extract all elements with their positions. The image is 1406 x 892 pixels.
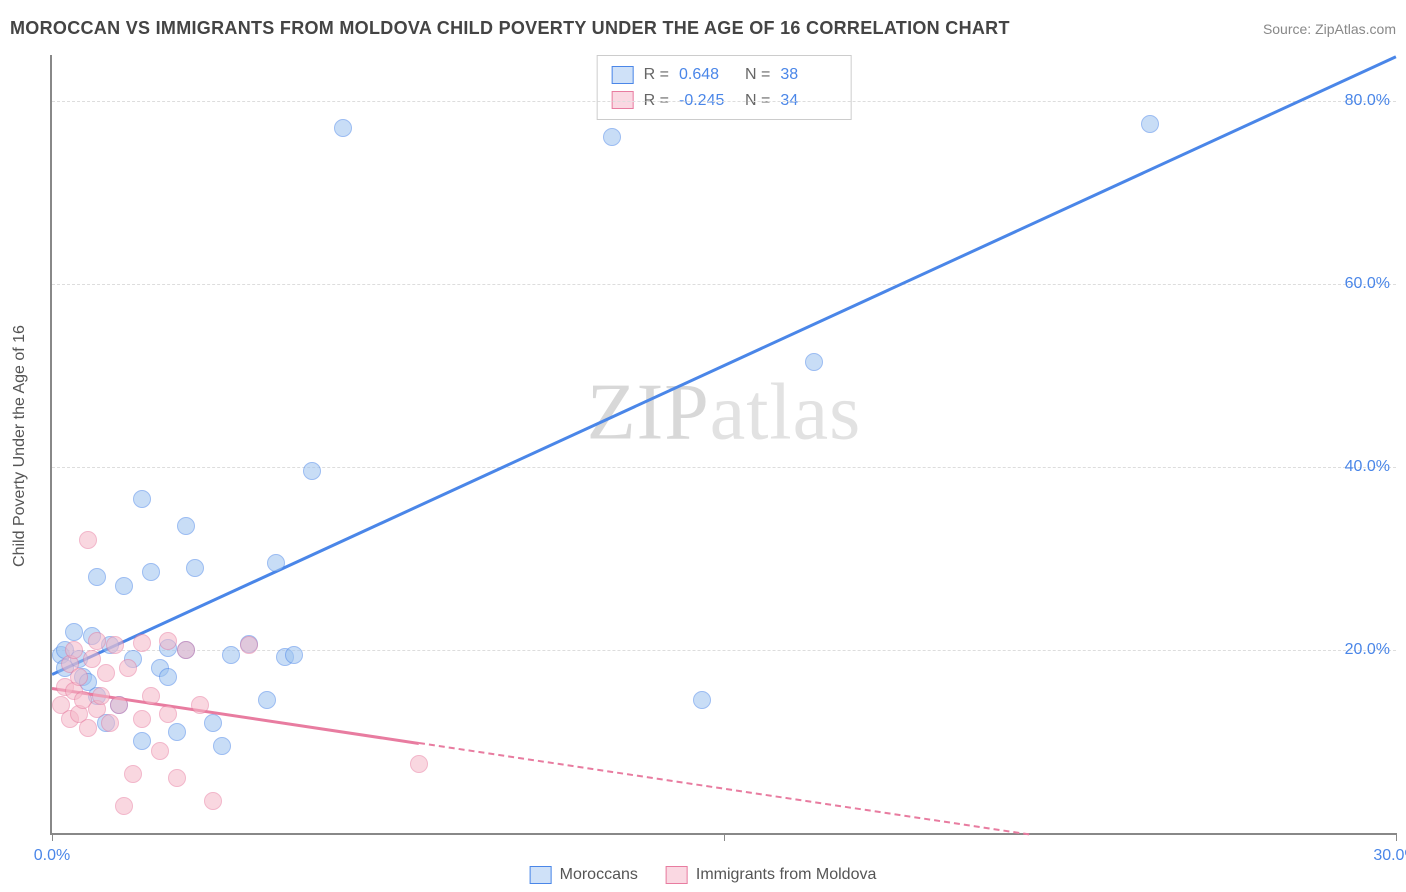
data-point — [159, 668, 177, 686]
data-point — [119, 659, 137, 677]
data-point — [151, 742, 169, 760]
x-tick-label: 0.0% — [34, 847, 70, 865]
legend: Moroccans Immigrants from Moldova — [522, 864, 885, 886]
data-point — [258, 691, 276, 709]
data-point — [124, 765, 142, 783]
data-point — [133, 710, 151, 728]
y-tick-label: 60.0% — [1345, 275, 1390, 293]
data-point — [92, 687, 110, 705]
data-point — [191, 696, 209, 714]
data-point — [106, 636, 124, 654]
data-point — [222, 646, 240, 664]
data-point — [334, 119, 352, 137]
gridline — [52, 467, 1396, 468]
data-point — [204, 714, 222, 732]
data-point — [693, 691, 711, 709]
x-tick-label: 30.0% — [1373, 847, 1406, 865]
data-point — [115, 797, 133, 815]
data-point — [65, 623, 83, 641]
data-point — [603, 128, 621, 146]
data-point — [110, 696, 128, 714]
legend-label-series2: Immigrants from Moldova — [696, 866, 877, 884]
legend-swatch-series2 — [666, 866, 688, 884]
data-point — [168, 769, 186, 787]
gridline — [52, 284, 1396, 285]
regression-line — [419, 742, 1029, 835]
data-point — [97, 664, 115, 682]
stats-row-series1: R = 0.648 N = 38 — [612, 62, 837, 88]
data-point — [115, 577, 133, 595]
source-label: Source: ZipAtlas.com — [1263, 21, 1396, 37]
x-tick — [724, 833, 725, 841]
title-bar: MOROCCAN VS IMMIGRANTS FROM MOLDOVA CHIL… — [10, 18, 1396, 39]
y-tick-label: 80.0% — [1345, 92, 1390, 110]
data-point — [65, 641, 83, 659]
chart-title: MOROCCAN VS IMMIGRANTS FROM MOLDOVA CHIL… — [10, 18, 1010, 39]
data-point — [805, 353, 823, 371]
data-point — [410, 755, 428, 773]
data-point — [70, 668, 88, 686]
legend-item-series1: Moroccans — [530, 866, 638, 884]
x-tick — [52, 833, 53, 841]
r-label: R = — [644, 62, 669, 88]
y-tick-label: 20.0% — [1345, 641, 1390, 659]
data-point — [168, 723, 186, 741]
data-point — [204, 792, 222, 810]
data-point — [285, 646, 303, 664]
r-value-series1: 0.648 — [679, 62, 735, 88]
watermark-atlas: atlas — [710, 368, 862, 456]
data-point — [267, 554, 285, 572]
data-point — [142, 687, 160, 705]
data-point — [177, 641, 195, 659]
data-point — [177, 517, 195, 535]
data-point — [133, 634, 151, 652]
n-value-series1: 38 — [780, 62, 836, 88]
stats-box: R = 0.648 N = 38 R = -0.245 N = 34 — [597, 55, 852, 120]
plot-area: ZIPatlas R = 0.648 N = 38 R = -0.245 N =… — [50, 55, 1396, 835]
x-tick — [1396, 833, 1397, 841]
data-point — [1141, 115, 1159, 133]
data-point — [213, 737, 231, 755]
legend-swatch-series1 — [530, 866, 552, 884]
data-point — [303, 462, 321, 480]
n-label: N = — [745, 62, 770, 88]
data-point — [101, 714, 119, 732]
regression-line — [51, 55, 1396, 675]
data-point — [88, 568, 106, 586]
y-axis-title: Child Poverty Under the Age of 16 — [11, 325, 29, 567]
watermark: ZIPatlas — [587, 367, 862, 458]
data-point — [142, 563, 160, 581]
legend-label-series1: Moroccans — [560, 866, 638, 884]
data-point — [240, 636, 258, 654]
data-point — [79, 531, 97, 549]
data-point — [159, 705, 177, 723]
data-point — [79, 719, 97, 737]
data-point — [159, 632, 177, 650]
y-tick-label: 40.0% — [1345, 458, 1390, 476]
legend-item-series2: Immigrants from Moldova — [666, 866, 877, 884]
gridline — [52, 101, 1396, 102]
data-point — [133, 490, 151, 508]
data-point — [186, 559, 204, 577]
swatch-series1 — [612, 66, 634, 84]
data-point — [133, 732, 151, 750]
data-point — [88, 632, 106, 650]
